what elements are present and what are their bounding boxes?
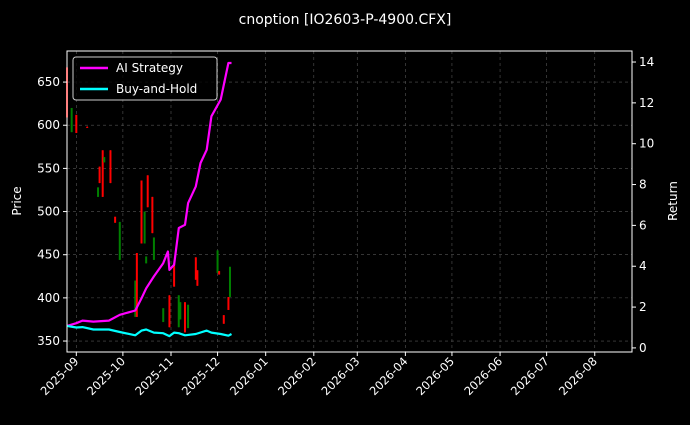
candle-body [228,266,231,298]
y-axis-left: 350 400 450 500 550 600 650 [37,75,67,348]
candle-body [143,211,146,244]
candle-body [103,157,106,163]
y-tick-label-left: 650 [37,75,60,89]
candle-body [97,187,100,197]
candle-body [140,180,143,244]
y-tick-label-left: 450 [37,248,60,262]
candle-body [70,107,73,133]
y-tick-label-right: 6 [639,218,647,232]
chart-title: cnoption [IO2603-P-4900.CFX] [239,12,452,28]
candle-body [196,270,199,286]
candle-body [227,297,230,310]
y-tick-label-left: 350 [37,334,60,348]
buy-and-hold-line [66,324,233,338]
y-tick-label-right: 0 [639,341,647,355]
strategy-line [66,61,232,327]
candle-body [109,150,112,184]
candle-body [146,175,149,208]
candlesticks [66,67,231,333]
candle-body [187,304,190,329]
candle-body [118,221,121,260]
candle-body [173,263,176,287]
candle-body [151,196,154,234]
y-tick-label-left: 400 [37,291,60,305]
y-tick-label-left: 600 [37,118,60,132]
candle-body [162,308,165,323]
y-tick-label-right: 8 [639,178,647,192]
legend-label-strategy: AI Strategy [116,61,183,75]
y-axis-label-left: Price [10,186,24,215]
y-tick-label-right: 12 [639,96,654,110]
candle-body [177,295,180,328]
candle-body [218,271,221,275]
y-tick-label-right: 4 [639,259,647,273]
candle-body [152,237,155,260]
candle-body [134,280,137,317]
plot-frame [66,50,633,353]
candle-body [168,295,171,328]
y-axis-label-right: Return [666,181,680,221]
candle-body [75,114,78,134]
y-axis-right: 0 2 4 6 8 10 12 14 [632,55,654,355]
candle-body [194,257,197,280]
candle-body [135,252,138,317]
y-tick-label-right: 14 [639,55,654,69]
candle-body [114,216,117,223]
candle-body [222,315,225,324]
candle-body [183,302,186,333]
y-tick-label-right: 2 [639,300,647,314]
legend-label-buy-hold: Buy-and-Hold [116,82,197,96]
y-tick-label-left: 500 [37,205,60,219]
candle-body [216,250,219,273]
return-lines [66,61,233,338]
y-tick-label-left: 550 [37,161,60,175]
candle-body [179,302,182,320]
candle-body [86,126,89,128]
y-tick-label-right: 10 [639,137,654,151]
candle-body [98,166,101,184]
candle-body [145,256,148,264]
candle-body [101,150,104,197]
legend: AI Strategy Buy-and-Hold [72,56,218,101]
grid [67,51,632,352]
